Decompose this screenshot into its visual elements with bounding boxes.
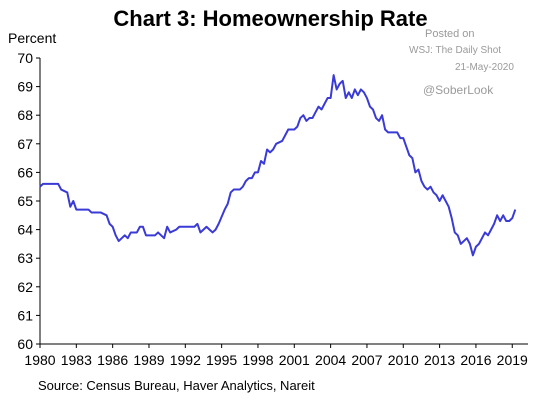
y-tick-label: 63 — [17, 250, 33, 266]
x-tick-label: 2001 — [279, 352, 310, 368]
y-tick-label: 66 — [17, 164, 33, 180]
chart-title: Chart 3: Homeownership Rate — [113, 6, 428, 31]
y-tick-label: 69 — [17, 79, 33, 95]
x-tick-label: 2013 — [424, 352, 455, 368]
x-tick-label: 2004 — [315, 352, 346, 368]
x-tick-label: 1998 — [242, 352, 273, 368]
x-tick-label: 2019 — [497, 352, 528, 368]
watermark-posted: Posted on — [425, 28, 475, 40]
y-tick-label: 65 — [17, 193, 33, 209]
y-tick-label: 70 — [17, 50, 33, 66]
y-tick-label: 64 — [17, 222, 33, 238]
x-tick-label: 1989 — [133, 352, 164, 368]
y-tick-label: 60 — [17, 336, 33, 352]
watermark-source: WSJ: The Daily Shot — [409, 45, 502, 56]
y-tick-label: 62 — [17, 279, 33, 295]
series-line — [39, 74, 517, 257]
y-tick-label: 68 — [17, 107, 33, 123]
y-axis-label: Percent — [8, 30, 57, 46]
x-tick-label: 1995 — [206, 352, 237, 368]
x-tick-label: 1983 — [61, 352, 92, 368]
y-tick-label: 61 — [17, 307, 33, 323]
x-tick-label: 2010 — [388, 352, 419, 368]
source-note: Source: Census Bureau, Haver Analytics, … — [38, 378, 315, 393]
x-tick-label: 2016 — [460, 352, 491, 368]
x-tick-label: 1992 — [170, 352, 201, 368]
x-tick-label: 1986 — [97, 352, 128, 368]
x-tick-label: 1980 — [24, 352, 55, 368]
watermark-date: 21-May-2020 — [455, 62, 514, 73]
watermark-handle: @SoberLook — [423, 83, 494, 97]
y-tick-label: 67 — [17, 136, 33, 152]
x-tick-label: 2007 — [351, 352, 382, 368]
